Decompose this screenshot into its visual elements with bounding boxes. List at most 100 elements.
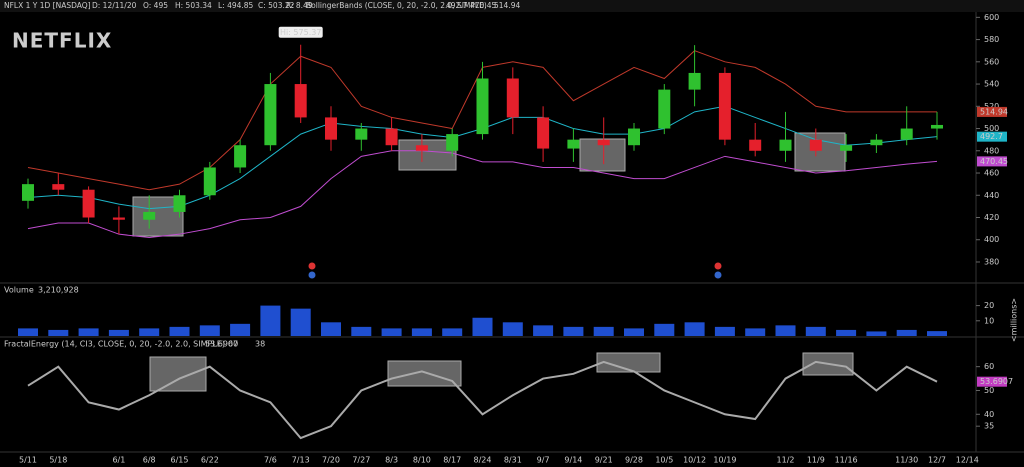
x-tick-label: 5/11 — [19, 456, 37, 465]
volume-bar — [836, 329, 857, 336]
candle-body — [749, 139, 762, 151]
volume-bar — [866, 331, 887, 336]
study[interactable]: BollingerBands (CLOSE, 0, 20, -2.0, 2.0,… — [306, 1, 487, 10]
y-tick-label: 460 — [984, 169, 999, 178]
fe-tag: 53.6907 — [980, 377, 1013, 386]
volume-bar — [78, 328, 99, 336]
volume-bar — [927, 331, 947, 336]
volume-bar — [775, 325, 796, 336]
volume-bar — [108, 329, 129, 336]
watermark: NETFLIX — [12, 29, 112, 53]
y-tick-label: 420 — [984, 213, 999, 222]
x-tick-label: 6/22 — [201, 456, 219, 465]
low: L: 494.85 — [218, 1, 254, 10]
close: C: 503.22 — [258, 1, 295, 10]
fe-tag-box — [977, 376, 1007, 387]
y-tick-label: 560 — [984, 57, 999, 66]
volume-bar — [199, 325, 220, 336]
volume-title: Volume — [4, 286, 34, 295]
y-tick-label: 540 — [984, 80, 999, 89]
box — [596, 352, 661, 373]
x-tick-label: 7/13 — [292, 456, 310, 465]
symbol[interactable]: NFLX 1 Y 1D [NASDAQ] — [4, 1, 91, 10]
y-tick-label: 480 — [984, 146, 999, 155]
volume-bar — [502, 322, 523, 336]
x-tick-label: 6/1 — [112, 456, 125, 465]
mid-value: 492.7 — [446, 1, 468, 10]
candle-body — [385, 128, 398, 146]
y-tick-label: 40 — [984, 410, 994, 419]
x-tick-label: 9/7 — [537, 456, 550, 465]
candle-body — [112, 217, 125, 220]
upper-value: 514.94 — [494, 1, 520, 10]
volume-bar — [714, 326, 735, 336]
candle-body — [82, 189, 95, 218]
series-line — [27, 150, 938, 239]
candle-body — [506, 78, 519, 118]
volume-bar — [896, 329, 917, 336]
candle-body — [355, 128, 368, 140]
candle-body — [931, 124, 943, 129]
marker[interactable] — [714, 262, 722, 270]
marker[interactable] — [308, 262, 316, 270]
x-tick-label: 11/9 — [807, 456, 825, 465]
box — [794, 132, 846, 172]
candle-body — [52, 184, 65, 190]
x-tick-label: 7/20 — [322, 456, 340, 465]
x-tick-label: 10/19 — [713, 456, 736, 465]
open: O: 495 — [143, 1, 168, 10]
candle-body — [840, 145, 853, 151]
candle-body — [870, 139, 883, 146]
x-tick-label: 5/18 — [49, 456, 67, 465]
candle-body — [415, 145, 428, 151]
price-tag: 492.7 — [980, 132, 1003, 141]
volume-value: 3,210,928 — [38, 286, 79, 295]
volume-bar — [593, 326, 614, 336]
candle-body — [203, 167, 216, 196]
marker[interactable] — [714, 271, 722, 279]
marker[interactable] — [308, 271, 316, 279]
y-tick-label: 600 — [984, 13, 999, 22]
volume-bar — [381, 328, 402, 336]
volume-bar — [321, 322, 341, 336]
price-tag-box — [977, 106, 1007, 117]
candle-body — [628, 128, 640, 146]
range: R: 8.49 — [286, 1, 313, 10]
header-bar — [0, 0, 1024, 12]
x-tick-label: 12/7 — [928, 456, 946, 465]
y-tick-label: 580 — [984, 35, 999, 44]
volume-bar — [745, 328, 766, 336]
x-tick-label: 9/14 — [564, 456, 582, 465]
volume-bar — [533, 325, 554, 336]
volume-bar — [624, 328, 644, 336]
x-tick-label: 11/2 — [777, 456, 795, 465]
candle-body — [537, 117, 550, 149]
volume-bar — [654, 323, 675, 336]
fe-title: FractalEnergy (14, CI3, CLOSE, 0, 20, -2… — [4, 340, 225, 349]
candle-body — [718, 72, 731, 140]
volume-bar — [48, 329, 69, 336]
volume-bar — [472, 317, 493, 336]
candle-body — [809, 139, 822, 151]
candle-body — [567, 139, 580, 149]
candle-body — [446, 134, 459, 151]
volume-bar — [230, 323, 251, 336]
volume-bar — [351, 326, 372, 336]
y-tick-label: 50 — [984, 386, 994, 395]
volume-bar — [805, 326, 826, 336]
volume-bar — [442, 328, 463, 336]
hi-bubble — [278, 26, 323, 38]
x-tick-label: 8/31 — [504, 456, 522, 465]
x-tick-label: 10/5 — [655, 456, 673, 465]
volume-bar — [169, 326, 190, 336]
price-tag: 514.94 — [980, 107, 1008, 116]
y-tick-label: 440 — [984, 191, 999, 200]
dividend-markers — [308, 262, 722, 279]
x-tick-label: 9/28 — [625, 456, 643, 465]
candle-body — [688, 72, 701, 90]
x-tick-label: 7/27 — [352, 456, 370, 465]
x-tick-label: 11/30 — [895, 456, 918, 465]
volume-bar — [684, 322, 705, 336]
volume-bar — [290, 308, 311, 336]
candle-body — [900, 128, 913, 140]
